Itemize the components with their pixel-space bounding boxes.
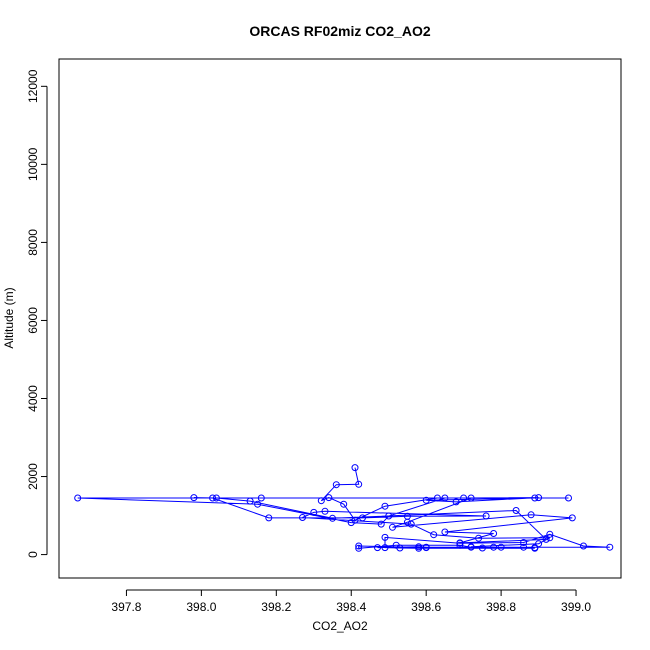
data-point <box>332 481 340 489</box>
data-point <box>254 500 262 508</box>
data-point <box>490 543 498 551</box>
data-point <box>340 500 348 508</box>
data-point <box>542 535 550 543</box>
data-point <box>212 494 220 502</box>
data-point <box>74 494 82 502</box>
data-point <box>441 528 449 536</box>
y-tick-label: 2000 <box>26 463 40 490</box>
x-tick-label: 398.8 <box>486 600 516 614</box>
y-tick-label: 0 <box>26 551 40 558</box>
data-point <box>580 542 587 550</box>
data-point <box>565 494 572 502</box>
data-point <box>385 512 393 520</box>
data-point <box>415 543 423 551</box>
y-axis-label: Altitude (m) <box>2 287 16 348</box>
data-point <box>374 544 381 552</box>
data-point <box>257 494 265 502</box>
data-point <box>403 512 411 520</box>
chart-title: ORCAS RF02miz CO2_AO2 <box>249 23 430 39</box>
data-point <box>317 497 325 505</box>
data-point <box>490 530 498 537</box>
data-point <box>456 541 464 549</box>
data-points <box>74 464 614 552</box>
data-point <box>546 530 554 538</box>
data-point <box>381 533 389 541</box>
data-point <box>359 514 366 522</box>
data-point <box>535 494 543 502</box>
data-point <box>325 494 333 502</box>
data-point <box>512 507 520 514</box>
x-tick-label: 399.0 <box>561 600 591 614</box>
data-point <box>351 464 359 472</box>
data-point <box>460 494 468 502</box>
data-point <box>433 494 441 502</box>
series-line <box>77 467 610 549</box>
data-point <box>347 519 355 527</box>
data-point <box>389 523 396 531</box>
data-point <box>520 539 528 546</box>
data-point <box>531 544 539 552</box>
data-point <box>299 514 306 521</box>
x-tick-label: 398.4 <box>336 600 366 614</box>
data-point <box>482 512 490 520</box>
data-point <box>310 508 318 516</box>
data-point <box>497 543 505 551</box>
data-point <box>520 543 528 551</box>
y-tick-label: 6000 <box>26 307 40 334</box>
data-point <box>381 502 389 510</box>
data-point <box>351 516 359 524</box>
data-point <box>430 531 438 539</box>
x-tick-label: 398.6 <box>411 600 441 614</box>
data-point <box>535 540 543 548</box>
x-tick-label: 397.8 <box>111 600 141 614</box>
data-point <box>355 544 363 552</box>
data-point <box>475 534 483 542</box>
data-point <box>355 542 363 550</box>
data-point <box>606 543 614 551</box>
data-point <box>355 480 363 488</box>
y-tick-label: 8000 <box>26 229 40 256</box>
data-point <box>265 514 273 522</box>
data-point <box>441 494 449 502</box>
data-point <box>321 507 329 515</box>
data-point <box>568 514 576 522</box>
data-point <box>456 539 464 547</box>
data-point <box>377 520 385 528</box>
data-point <box>190 494 198 502</box>
data-point <box>209 494 217 502</box>
data-point <box>407 520 415 528</box>
x-axis: 397.8 398.0 398.2 398.4 398.6 398.8 399.0 <box>111 589 591 614</box>
plot-frame <box>58 58 622 579</box>
y-tick-label: 10000 <box>26 147 40 181</box>
data-point <box>381 544 389 552</box>
data-point <box>452 498 460 506</box>
data-point <box>527 511 535 519</box>
data-point <box>422 543 430 551</box>
data-point <box>329 514 336 522</box>
y-tick-label: 12000 <box>26 69 40 103</box>
data-point <box>467 543 475 551</box>
data-point <box>422 496 430 504</box>
data-point <box>467 494 475 502</box>
data-point <box>246 497 254 505</box>
data-point <box>396 544 404 552</box>
x-tick-label: 398.2 <box>261 600 291 614</box>
x-axis-label: CO2_AO2 <box>312 619 368 633</box>
y-tick-label: 4000 <box>26 385 40 412</box>
data-point <box>546 534 554 542</box>
data-point <box>478 544 486 552</box>
y-axis: 0 2000 4000 6000 8000 10000 12000 <box>26 69 48 558</box>
data-point <box>531 494 539 502</box>
x-tick-label: 398.0 <box>186 600 216 614</box>
